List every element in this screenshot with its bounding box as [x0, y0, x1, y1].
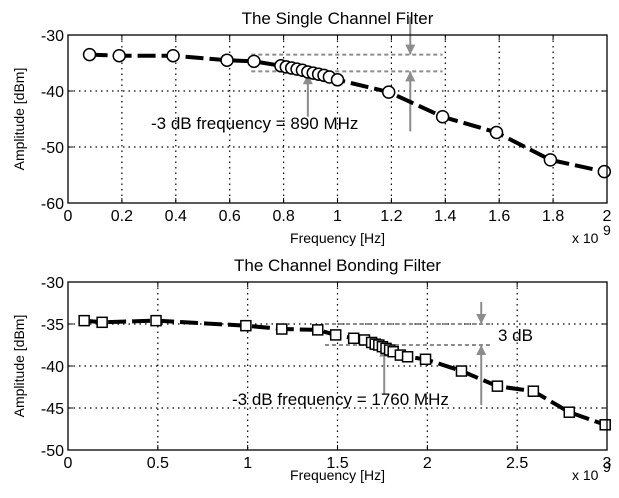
x-tick-label: 1.8	[542, 208, 564, 225]
y-tick-label: -35	[41, 317, 64, 334]
data-point	[435, 110, 450, 124]
x-multiplier-label: x 10	[572, 467, 599, 483]
x-tick-label: 2	[603, 208, 612, 225]
annotation-gap-label: 3 dB	[498, 326, 533, 345]
annotation-frequency-label: -3 dB frequency = 1760 MHz	[232, 390, 449, 409]
x-tick-label: 1.6	[488, 208, 510, 225]
x-tick-label: 1.4	[434, 208, 456, 225]
data-point	[96, 316, 108, 329]
x-tick-label: 0.8	[272, 208, 294, 225]
data-point	[150, 314, 162, 327]
x-tick-label: 0	[64, 208, 73, 225]
data-point	[381, 85, 396, 99]
data-point	[527, 385, 540, 397]
data-point	[455, 365, 468, 377]
y-tick-label: -30	[41, 28, 64, 45]
data-point	[419, 353, 432, 366]
data-point	[563, 406, 576, 418]
y-tick-label: -30	[41, 275, 64, 292]
x-exponent-label: 9	[603, 222, 611, 238]
data-point	[329, 329, 342, 341]
x-axis-label: Frequency [Hz]	[290, 467, 385, 483]
x-tick-label: 1.5	[326, 455, 348, 472]
data-point	[166, 48, 180, 63]
data-point	[240, 319, 252, 332]
data-point	[599, 419, 611, 431]
x-exponent-label: 9	[603, 459, 611, 475]
gap-arrow-top-head	[476, 314, 487, 324]
gap-arrow-top-head	[405, 44, 416, 55]
x-multiplier-label: x 10	[572, 230, 599, 246]
x-axis-label: Frequency [Hz]	[290, 230, 385, 246]
y-tick-label: -45	[41, 401, 64, 418]
x-tick-label: 0	[64, 455, 73, 472]
data-point	[330, 73, 345, 87]
axes-frame	[67, 34, 608, 204]
y-tick-label: -50	[41, 443, 64, 460]
x-tick-label: 0.2	[111, 208, 133, 225]
x-tick-label: 0.6	[219, 208, 241, 225]
annotation-frequency-label: -3 dB frequency = 890 MHz	[151, 114, 358, 133]
data-point	[247, 54, 261, 69]
x-tick-label: 3	[603, 455, 612, 472]
chart-single-channel: 0 0.2 0.4 0.6 0.8 1 1.2 1.4 1.6 1.8 2 -60 -50 -40 -30 -…	[11, 9, 612, 246]
data-point	[311, 324, 324, 336]
chart-title: The Single Channel Filter	[242, 9, 434, 28]
frequency-arrow-head	[302, 74, 313, 85]
y-tick-label: -40	[41, 84, 64, 101]
y-axis-label: Amplitude [dBm]	[11, 315, 27, 418]
data-point	[491, 380, 504, 392]
data-point	[597, 164, 612, 179]
x-tick-label: 0.5	[147, 455, 169, 472]
data-point	[489, 125, 504, 140]
data-point	[78, 314, 90, 327]
x-tick-label: 2	[423, 455, 432, 472]
x-tick-label: 2.5	[506, 455, 528, 472]
x-tick-label: 1.2	[380, 208, 402, 225]
chart-title: The Channel Bonding Filter	[234, 256, 441, 275]
gap-arrow-bottom-head	[405, 71, 416, 82]
x-tick-label: 1	[333, 208, 342, 225]
y-tick-label: -60	[41, 196, 64, 213]
y-axis-label: Amplitude [dBm]	[11, 68, 27, 171]
data-point	[220, 53, 234, 67]
chart-channel-bonding: 0 0.5 1 1.5 2 2.5 3 -50 -45 -40 -35 -30 -3 dB freque…	[11, 256, 612, 483]
y-tick-label: -50	[41, 140, 64, 157]
data-point	[543, 153, 558, 167]
data-point	[112, 48, 126, 63]
x-tick-label: 1	[243, 455, 252, 472]
data-point	[276, 323, 288, 335]
data-point	[82, 47, 97, 62]
x-tick-label: 0.4	[165, 208, 187, 225]
data-point	[347, 332, 360, 345]
data-point	[401, 351, 414, 363]
axes-frame	[67, 281, 608, 451]
gap-arrow-bottom-head	[476, 345, 487, 355]
y-tick-label: -40	[41, 359, 64, 376]
